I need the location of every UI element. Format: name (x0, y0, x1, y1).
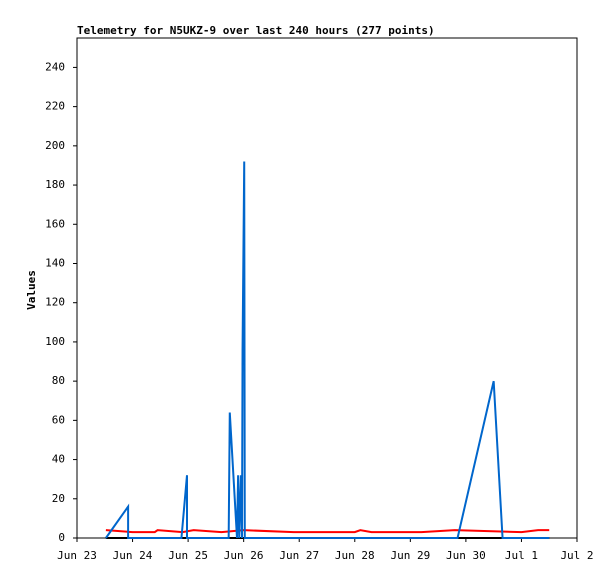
x-tick-label: Jun 27 (279, 549, 319, 562)
y-tick-label: 160 (45, 217, 65, 230)
y-tick-label: 0 (58, 531, 65, 544)
x-tick-label: Jun 28 (335, 549, 375, 562)
x-tick-label: Jun 30 (446, 549, 486, 562)
plot-frame (76, 37, 578, 539)
y-tick-label: 200 (45, 139, 65, 152)
y-tick-label: 220 (45, 100, 65, 113)
y-tick-label: 80 (52, 374, 65, 387)
x-tick-label: Jun 26 (224, 549, 264, 562)
x-tick-label: Jun 23 (57, 549, 97, 562)
chart-title: Telemetry for N5UKZ-9 over last 240 hour… (77, 24, 435, 37)
y-tick-label: 120 (45, 296, 65, 309)
x-tick-label: Jun 24 (113, 549, 153, 562)
y-tick-label: 140 (45, 256, 65, 269)
y-tick-label: 240 (45, 60, 65, 73)
x-tick-label: Jul 1 (505, 549, 538, 562)
y-tick-label: 40 (52, 453, 65, 466)
y-tick-label: 60 (52, 413, 65, 426)
y-axis-label: Values (25, 270, 38, 310)
y-tick-label: 100 (45, 335, 65, 348)
line-series (105, 161, 550, 539)
y-tick-label: 20 (52, 492, 65, 505)
x-tick-label: Jul 2 (560, 549, 593, 562)
x-tick-label: Jun 29 (390, 549, 430, 562)
y-tick-label: 180 (45, 178, 65, 191)
x-tick-label: Jun 25 (168, 549, 208, 562)
line-series (105, 529, 550, 534)
